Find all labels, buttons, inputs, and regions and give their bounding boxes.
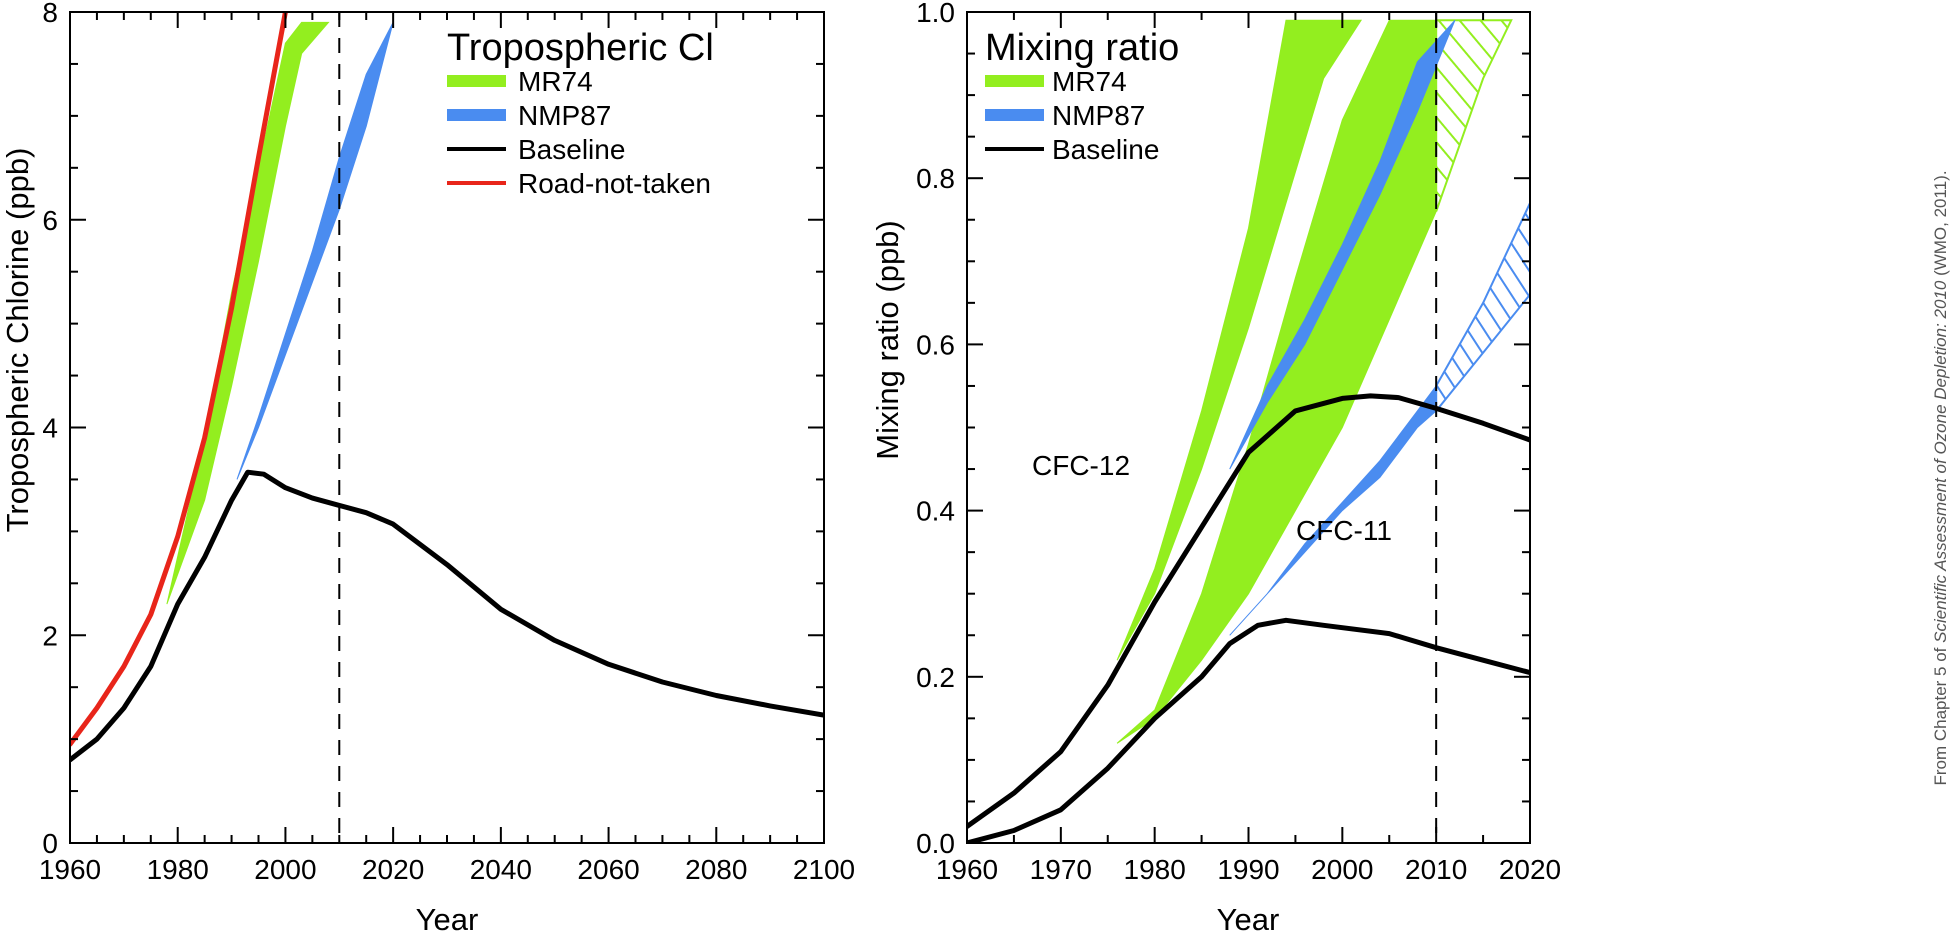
left-legend-label-road: Road-not-taken: [518, 168, 711, 199]
right-ticks: 1960 1970 1980 1990 2000 2010 2020 0.0 0.2 0.4 0.6…: [916, 0, 1561, 885]
left-x-axis-title: Year: [416, 902, 479, 937]
x-tick-label: 2060: [577, 854, 639, 885]
x-tick-label: 2080: [685, 854, 747, 885]
credit-italic: Scientific Assessment of Ozone Depletion…: [1931, 280, 1950, 643]
right-bands: [1116, 19, 1530, 744]
credit-prefix: From Chapter 5 of: [1931, 643, 1950, 786]
line-road-not-taken: [70, 12, 288, 747]
left-chart: 1960 1980 2000 2020 2040 2060 2080 2100 0 2 4 6 8 Ye…: [0, 0, 855, 937]
right-y-axis-title: Mixing ratio (ppb): [870, 220, 905, 459]
left-plot-frame: [69, 11, 825, 844]
line-baseline: [967, 617, 1530, 843]
y-tick-label: 0.0: [916, 828, 955, 859]
x-tick-label: 2100: [793, 854, 855, 885]
right-legend-title: Mixing ratio: [985, 27, 1179, 69]
band-mr74-projected: [1435, 19, 1513, 212]
right-lines: [967, 393, 1530, 843]
right-legend-label-mr74: MR74: [1052, 66, 1127, 97]
y-tick-label: 0.2: [916, 662, 955, 693]
x-tick-label: 2010: [1405, 854, 1467, 885]
left-legend-title: Tropospheric Cl: [447, 27, 714, 69]
left-bands: [166, 21, 394, 605]
y-tick-label: 0.4: [916, 496, 955, 527]
credit-line: From Chapter 5 of Scientific Assessment …: [1931, 170, 1950, 785]
band-nmp87-projected: [1435, 202, 1530, 414]
y-tick-label: 1.0: [916, 0, 955, 28]
right-legend-label-nmp87: NMP87: [1052, 100, 1145, 131]
x-tick-label: 2020: [362, 854, 424, 885]
annotation-cfc-12: CFC-12: [1032, 450, 1130, 481]
right-chart: 1960 1970 1980 1990 2000 2010 2020 0.0 0.2 0.4 0.6…: [870, 0, 1561, 937]
right-legend: Mixing ratio MR74 NMP87 Baseline: [985, 27, 1179, 165]
x-tick-label: 1970: [1030, 854, 1092, 885]
band-nmp87: [1229, 19, 1456, 470]
right-x-axis-title: Year: [1217, 902, 1280, 937]
y-tick-label: 8: [42, 0, 58, 28]
annotation-cfc-11: CFC-11: [1296, 515, 1392, 546]
y-tick-label: 6: [42, 205, 58, 236]
left-legend-label-baseline: Baseline: [518, 134, 625, 165]
x-tick-label: 2000: [1311, 854, 1373, 885]
y-tick-label: 0.8: [916, 163, 955, 194]
x-tick-label: 1960: [39, 854, 101, 885]
x-tick-label: 1980: [1124, 854, 1186, 885]
y-tick-label: 2: [42, 620, 58, 651]
left-legend-label-nmp87: NMP87: [518, 100, 611, 131]
left-lines: [70, 12, 824, 763]
y-tick-label: 0.6: [916, 329, 955, 360]
credit-suffix: (WMO, 2011).: [1931, 170, 1950, 280]
line-baseline: [967, 393, 1530, 829]
x-tick-label: 1960: [936, 854, 998, 885]
y-tick-label: 0: [42, 828, 58, 859]
x-tick-label: 1990: [1217, 854, 1279, 885]
line-baseline: [70, 469, 824, 763]
x-tick-label: 2000: [254, 854, 316, 885]
y-tick-label: 4: [42, 413, 58, 444]
left-y-axis-title: Tropospheric Chlorine (ppb): [0, 148, 35, 533]
left-legend: Tropospheric Cl MR74 NMP87 Baseline Road…: [447, 27, 714, 199]
band-mr74: [166, 21, 330, 605]
left-legend-label-mr74: MR74: [518, 66, 593, 97]
x-tick-label: 1980: [147, 854, 209, 885]
band-mr74: [1116, 19, 1363, 661]
right-legend-label-baseline: Baseline: [1052, 134, 1159, 165]
x-tick-label: 2040: [470, 854, 532, 885]
left-ticks: 1960 1980 2000 2020 2040 2060 2080 2100 0 2 4 6 8: [39, 0, 855, 885]
x-tick-label: 2020: [1499, 854, 1561, 885]
